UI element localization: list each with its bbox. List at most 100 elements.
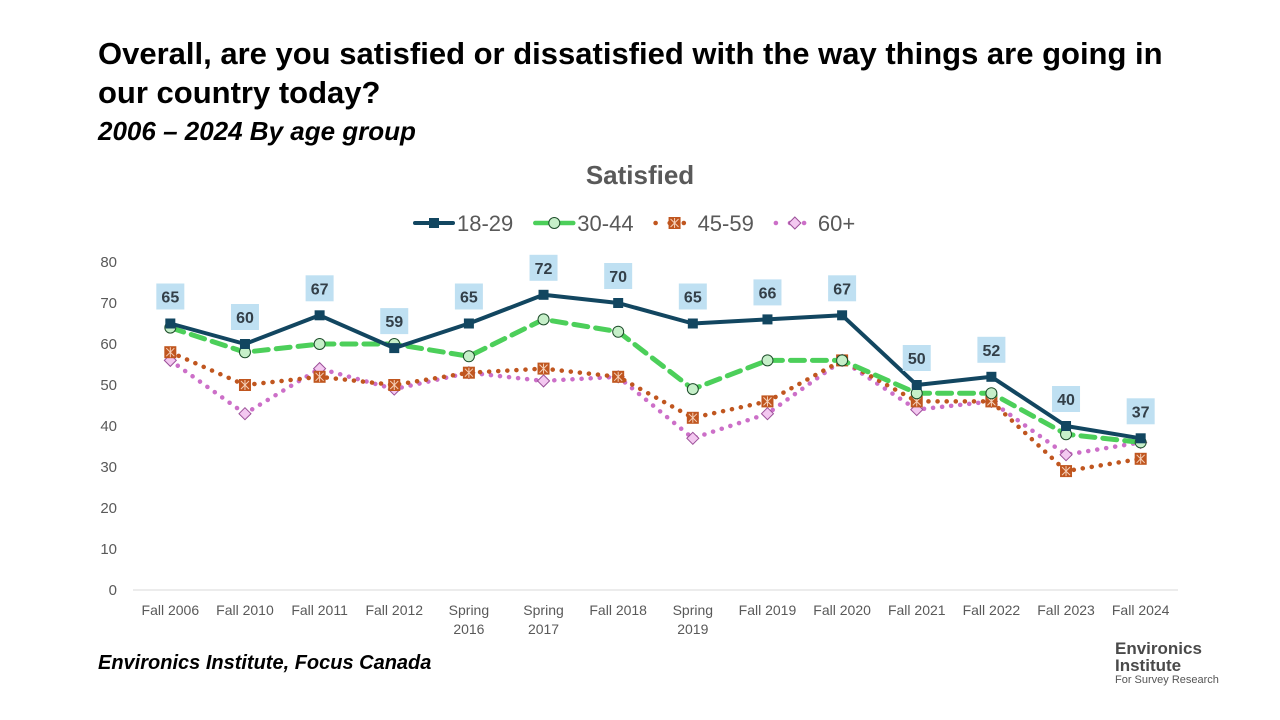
x-tick-label: Spring: [449, 602, 489, 618]
data-label: 65: [161, 290, 179, 307]
data-point-cross: [464, 367, 474, 378]
data-point: [686, 383, 699, 396]
logo-line-1: Environics: [1115, 639, 1202, 658]
data-label-bg: [604, 263, 633, 289]
data-point: [239, 339, 250, 349]
y-tick-label: 70: [100, 295, 117, 312]
data-point: [760, 406, 775, 421]
data-point: [238, 406, 252, 421]
x-tick-label: Fall 2024: [1112, 602, 1170, 618]
y-tick-label: 0: [109, 582, 117, 599]
series-18-29: 65 60 67 59 65 72 70 65 66 67 50 52 40 37: [156, 254, 1155, 444]
data-point: [429, 218, 439, 228]
data-label-bg: [977, 336, 1006, 363]
chart-title: Satisfied: [586, 160, 694, 190]
data-point: [463, 318, 474, 329]
series-30-44: [164, 313, 1147, 449]
data-label: 67: [833, 281, 851, 298]
x-tick-label: Fall 2012: [365, 602, 423, 618]
data-point-cross: [389, 380, 399, 390]
environics-logo: Environics Institute For Survey Research: [1115, 640, 1219, 687]
legend-label: 45-59: [698, 211, 754, 236]
data-label-bg: [678, 283, 707, 310]
legend-label: 18-29: [457, 211, 513, 236]
data-point-cross: [240, 380, 250, 390]
data-point: [613, 298, 624, 308]
data-label: 60: [236, 310, 254, 327]
legend-item-60+: 60+: [773, 211, 855, 236]
data-point: [1135, 433, 1146, 444]
x-tick-label: 2017: [528, 621, 559, 637]
data-point: [986, 371, 997, 382]
data-label-bg: [1126, 398, 1155, 425]
data-point: [548, 217, 561, 229]
y-tick-label: 30: [100, 459, 117, 476]
legend-item-30-44: 30-44: [533, 211, 634, 236]
data-label-bg: [753, 279, 782, 306]
data-point: [314, 310, 325, 321]
x-tick-label: Fall 2019: [739, 602, 797, 618]
series-line: [168, 358, 1143, 457]
series-line: [167, 316, 1144, 445]
source-note: Environics Institute, Focus Canada: [98, 652, 432, 674]
data-point-cross: [1136, 453, 1146, 464]
data-point-cross: [1061, 466, 1071, 477]
x-tick-label: Fall 2020: [813, 602, 871, 618]
data-label-bg: [305, 275, 334, 302]
data-point: [612, 325, 625, 338]
data-point-cross: [165, 347, 175, 358]
logo-line-2: Institute: [1115, 656, 1182, 675]
data-label: 66: [759, 285, 777, 302]
data-point: [165, 318, 176, 329]
x-tick-label: Fall 2021: [888, 602, 946, 618]
legend-label: 30-44: [577, 211, 633, 236]
x-tick-label: Fall 2022: [963, 602, 1021, 618]
y-tick-label: 10: [100, 541, 117, 558]
data-point: [788, 216, 802, 230]
data-label-bg: [156, 283, 185, 310]
y-tick-label: 50: [100, 377, 117, 394]
x-tick-label: Fall 2011: [291, 602, 348, 618]
data-point: [762, 314, 773, 325]
data-point-cross: [613, 371, 623, 382]
page-title: Overall, are you satisfied or dissatisfi…: [98, 36, 1163, 110]
data-label-bg: [380, 308, 409, 335]
data-label: 65: [684, 290, 702, 307]
x-tick-label: Fall 2018: [589, 602, 647, 618]
legend-item-18-29: 18-29: [413, 211, 513, 236]
data-point-cross: [688, 412, 698, 423]
data-point: [836, 354, 849, 367]
y-tick-label: 40: [100, 418, 117, 435]
data-point-cross: [539, 363, 548, 374]
data-label: 50: [908, 351, 926, 368]
page-subtitle: 2006 – 2024 By age group: [98, 116, 416, 146]
legend-label: 60+: [818, 211, 855, 236]
x-tick-label: Spring: [523, 602, 563, 618]
series-line: [168, 292, 1143, 441]
logo-line-3: For Survey Research: [1115, 674, 1219, 686]
data-point: [911, 380, 922, 390]
data-label: 59: [385, 314, 403, 331]
data-label: 70: [609, 269, 627, 286]
data-point: [1059, 447, 1073, 462]
data-label: 52: [982, 343, 1000, 360]
y-tick-label: 60: [100, 336, 117, 353]
data-point: [536, 374, 551, 388]
y-tick-label: 80: [100, 254, 117, 271]
legend-item-45-59: 45-59: [653, 211, 754, 236]
series-45-59: [164, 346, 1147, 478]
data-point: [686, 431, 700, 446]
data-point: [462, 350, 475, 363]
x-tick-label: 2019: [677, 621, 708, 637]
data-label-bg: [902, 345, 931, 371]
data-label: 67: [311, 281, 329, 298]
data-label: 37: [1132, 404, 1150, 421]
data-label-bg: [529, 254, 558, 281]
data-label: 72: [535, 261, 553, 278]
data-point: [389, 343, 400, 354]
data-point: [687, 318, 698, 329]
data-point-cross: [763, 396, 772, 407]
data-point-cross: [315, 371, 324, 382]
data-label: 65: [460, 290, 478, 307]
